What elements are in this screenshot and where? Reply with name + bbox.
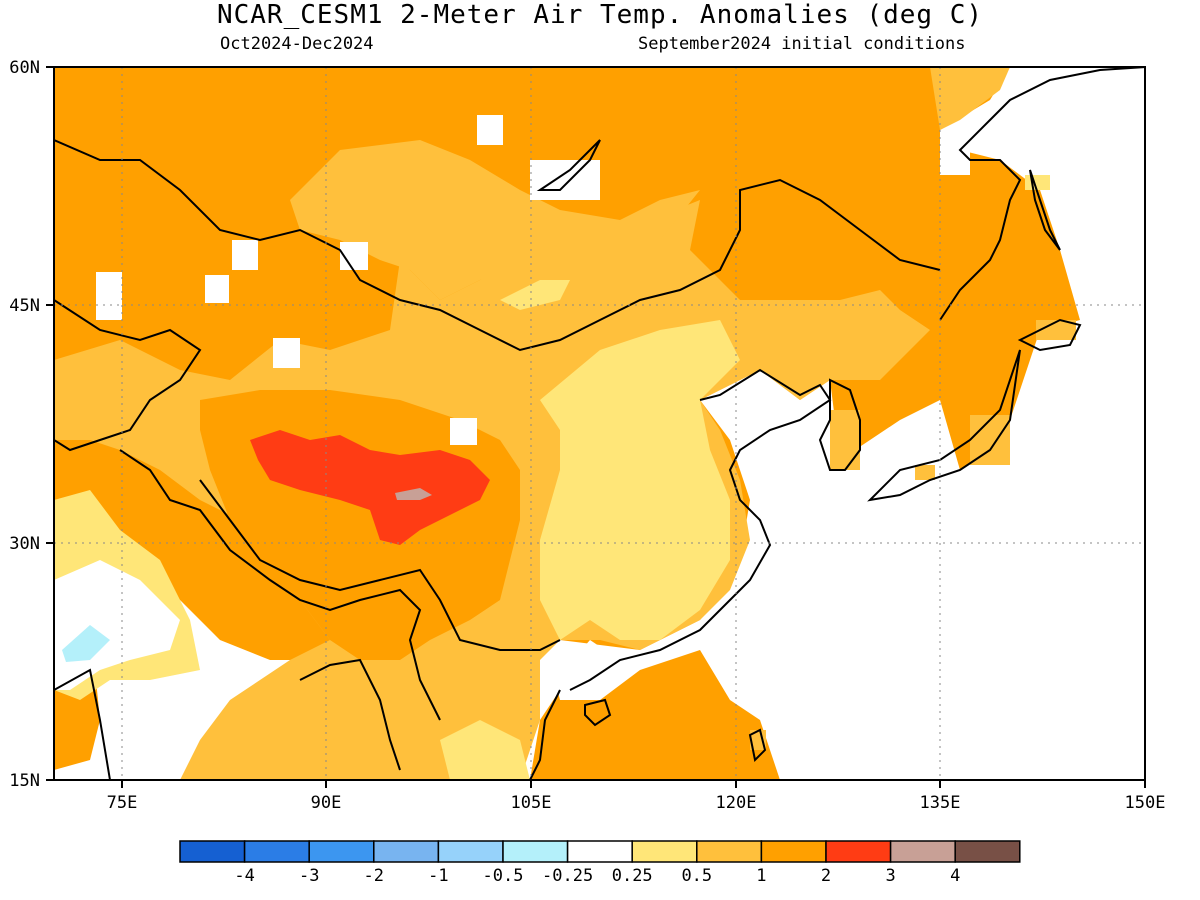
band-05-1-northeast <box>930 67 1010 130</box>
colorbar-label: 1 <box>756 866 766 886</box>
colorbar-label: -2 <box>364 866 384 886</box>
patch-korea <box>830 410 860 470</box>
lat-label-45n: 45N <box>9 296 40 316</box>
map-frame <box>53 66 1146 781</box>
colorbar: -4 -3 -2 -1 -0.5 -0.25 0.25 0.5 1 2 3 4 <box>179 840 1021 886</box>
patch-hokkaido <box>1036 320 1076 340</box>
lake-mask-7 <box>940 130 970 175</box>
band-2-3 <box>250 430 490 545</box>
lon-label-135e: 135E <box>920 793 961 813</box>
lon-label-150e: 150E <box>1125 793 1166 813</box>
patch-sakhalin <box>1025 175 1050 190</box>
band-025-05-south <box>440 720 530 780</box>
band-neg-025 <box>62 625 110 662</box>
colorbar-label: -0.5 <box>483 866 524 886</box>
coastline-indochina <box>529 689 561 780</box>
colorbar-swatch <box>437 840 504 863</box>
coastline-sakhalin <box>1029 169 1061 251</box>
colorbar-label: 4 <box>950 866 960 886</box>
ocean-area <box>54 67 1145 780</box>
coastline-taiwan <box>748 728 767 763</box>
lon-label-75e: 75E <box>107 793 138 813</box>
coastline-bay-of-bengal <box>54 658 401 780</box>
lat-label-30n: 30N <box>9 534 40 554</box>
colorbar-label: -3 <box>299 866 319 886</box>
band-025-05-mongolia <box>500 280 570 310</box>
lake-baikal-outline <box>536 139 601 191</box>
colorbar-label: -0.25 <box>542 866 593 886</box>
colorbar-swatch <box>373 840 440 863</box>
coastline-korea <box>818 378 861 471</box>
lon-label-120e: 120E <box>716 793 757 813</box>
colorbar-swatch <box>954 840 1021 863</box>
colorbar-swatch <box>825 840 892 863</box>
lake-mask-6 <box>450 418 477 445</box>
colorbar-label: -1 <box>428 866 448 886</box>
lat-label-60n: 60N <box>9 58 40 78</box>
border-himalaya <box>119 449 441 721</box>
coastlines <box>54 67 1145 780</box>
band-05-1-north <box>290 140 700 300</box>
axis-ticks <box>46 66 1146 788</box>
patch-kyushu <box>915 465 935 480</box>
colorbar-swatch <box>243 840 310 863</box>
band-near-zero-southchina <box>555 640 620 700</box>
band-3-4 <box>395 488 432 500</box>
border-central-asia <box>54 299 202 452</box>
forecast-period: Oct2024-Dec2024 <box>220 34 374 54</box>
border-china-north <box>54 139 941 352</box>
lake-mask-5 <box>273 338 300 368</box>
anomaly-field <box>54 67 1145 780</box>
lake-mask-3 <box>205 275 229 303</box>
colorbar-swatch <box>179 840 246 863</box>
colorbar-swatch <box>760 840 827 863</box>
coastline-hainan <box>584 698 612 727</box>
lat-label-15n: 15N <box>9 771 40 791</box>
colorbar-swatch <box>631 840 698 863</box>
colorbar-label: -4 <box>234 866 254 886</box>
colorbar-swatch <box>696 840 763 863</box>
lake-mask-balkhash <box>96 272 122 320</box>
colorbar-label: 0.5 <box>681 866 712 886</box>
patch-japan <box>970 415 1010 465</box>
coastline-hokkaido <box>1017 318 1082 352</box>
lake-mask-4 <box>232 240 258 270</box>
coastline-china-east <box>569 368 832 691</box>
map-title: NCAR_CESM1 2-Meter Air Temp. Anomalies (… <box>216 0 984 30</box>
colorbar-swatch <box>566 840 633 863</box>
lon-label-90e: 90E <box>311 793 342 813</box>
lon-label-105e: 105E <box>511 793 552 813</box>
colorbar-label: 3 <box>885 866 895 886</box>
band-025-05-east <box>540 320 740 640</box>
lake-mask-1 <box>477 115 503 145</box>
colorbar-label: 2 <box>821 866 831 886</box>
lake-mask-baikal <box>530 160 600 200</box>
colorbar-swatch <box>308 840 375 863</box>
colorbar-label: 0.25 <box>612 866 653 886</box>
colorbar-swatch <box>889 840 956 863</box>
initial-conditions: September2024 initial conditions <box>638 34 966 54</box>
border-china-south <box>199 479 561 651</box>
colorbar-swatch <box>502 840 569 863</box>
coastline-russia-east <box>939 67 1145 321</box>
